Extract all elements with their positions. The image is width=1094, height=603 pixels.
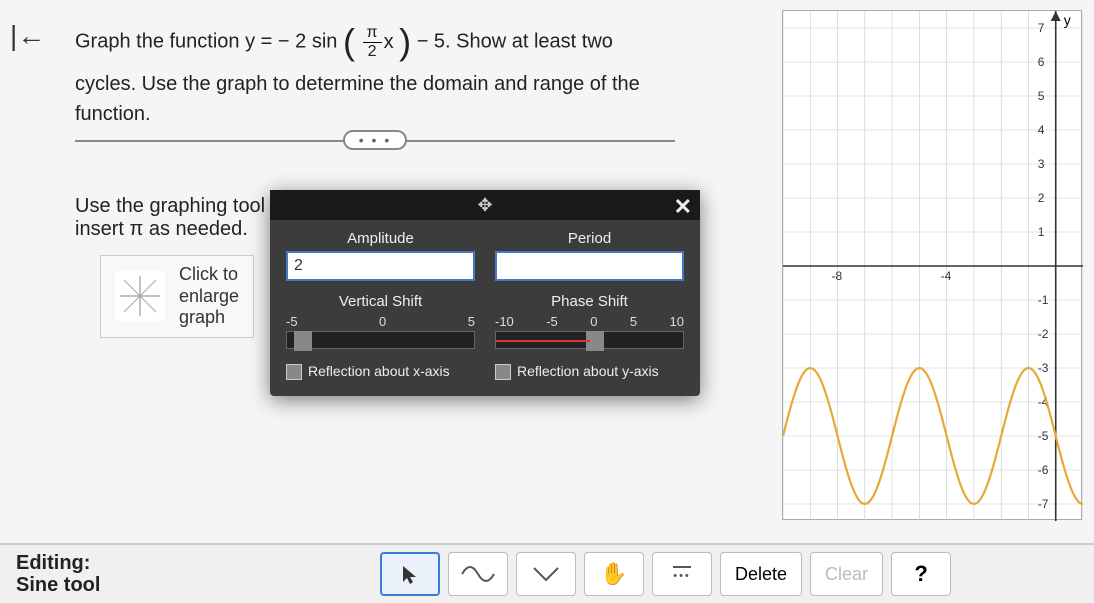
amplitude-input[interactable]	[286, 251, 475, 281]
pshift-handle[interactable]	[586, 331, 604, 351]
move-icon: ✥	[477, 195, 492, 216]
hand-icon: ✋	[600, 561, 627, 587]
svg-text:-6: -6	[1038, 463, 1049, 477]
amplitude-label: Amplitude	[286, 230, 475, 247]
vshift-ticks: -5 0 5	[286, 314, 475, 329]
svg-text:-7: -7	[1038, 497, 1049, 511]
fraction-numerator: π	[363, 25, 382, 43]
v-shape-button[interactable]	[516, 552, 576, 596]
vshift-label: Vertical Shift	[286, 293, 475, 310]
question-text: Graph the function y = − 2 sin ( π 2 x )…	[75, 15, 675, 129]
checkbox-icon	[495, 364, 511, 380]
delete-button[interactable]: Delete	[720, 552, 802, 596]
section-divider: • • •	[75, 140, 675, 162]
pointer-tool-button[interactable]	[380, 552, 440, 596]
period-label: Period	[495, 230, 684, 247]
bottom-toolbar: Editing: Sine tool ✋ ••• Delete Clear ?	[0, 543, 1094, 603]
svg-text:1: 1	[1038, 225, 1045, 239]
svg-text:4: 4	[1038, 123, 1045, 137]
svg-text:-8: -8	[832, 269, 843, 283]
hint-line2: insert π as needed.	[75, 218, 248, 240]
help-button[interactable]: ?	[891, 552, 951, 596]
svg-text:-1: -1	[1038, 293, 1049, 307]
graph-svg: y7654321-1-2-3-4-5-6-7-8-4	[783, 11, 1083, 521]
question-pre: Graph the function y = − 2 sin	[75, 30, 343, 52]
enlarge-graph-button[interactable]: Click to enlarge graph	[100, 255, 254, 338]
question-post: − 5. Show at least two	[417, 30, 613, 52]
editing-status: Editing: Sine tool	[16, 552, 376, 596]
reflect-y-checkbox[interactable]: Reflection about y-axis	[495, 363, 684, 380]
more-tools-button[interactable]: •••	[652, 552, 712, 596]
hand-tool-button[interactable]: ✋	[584, 552, 644, 596]
sine-tool-dialog: ✥ ✕ Amplitude Period Vertical Shift -5 0…	[270, 190, 700, 396]
checkbox-icon	[286, 364, 302, 380]
svg-text:-5: -5	[1038, 429, 1049, 443]
enlarge-label: Click to enlarge graph	[179, 264, 239, 329]
svg-text:5: 5	[1038, 89, 1045, 103]
svg-text:7: 7	[1038, 21, 1045, 35]
pshift-label: Phase Shift	[495, 293, 684, 310]
close-icon[interactable]: ✕	[674, 194, 692, 220]
hint-line1: Use the graphing tool to	[75, 195, 287, 217]
graph-thumbnail-icon	[115, 271, 165, 321]
expand-button[interactable]: • • •	[343, 130, 407, 150]
fraction-denominator: 2	[363, 43, 382, 60]
fraction-x: x	[384, 31, 394, 53]
pshift-slider[interactable]	[495, 331, 684, 349]
svg-text:y: y	[1064, 12, 1071, 28]
dialog-header[interactable]: ✥ ✕	[270, 190, 700, 220]
question-line2: cycles. Use the graph to determine the d…	[75, 73, 640, 125]
svg-text:-2: -2	[1038, 327, 1049, 341]
svg-text:6: 6	[1038, 55, 1045, 69]
svg-text:2: 2	[1038, 191, 1045, 205]
graphing-hint: Use the graphing tool to insert π as nee…	[75, 195, 295, 241]
period-input[interactable]	[495, 251, 684, 281]
back-button[interactable]: |←	[10, 20, 45, 52]
reflect-y-label: Reflection about y-axis	[517, 363, 659, 379]
vshift-handle[interactable]	[294, 331, 312, 351]
sine-wave-button[interactable]	[448, 552, 508, 596]
fraction-expr: ( π 2 x )	[343, 15, 411, 69]
pshift-ticks: -10 -5 0 5 10	[495, 314, 684, 329]
clear-button[interactable]: Clear	[810, 552, 883, 596]
svg-text:-4: -4	[941, 269, 952, 283]
reflect-x-label: Reflection about x-axis	[308, 363, 450, 379]
reflect-x-checkbox[interactable]: Reflection about x-axis	[286, 363, 475, 380]
graph-canvas[interactable]: y7654321-1-2-3-4-5-6-7-8-4	[782, 10, 1082, 520]
svg-text:3: 3	[1038, 157, 1045, 171]
svg-text:-3: -3	[1038, 361, 1049, 375]
vshift-slider[interactable]	[286, 331, 475, 349]
